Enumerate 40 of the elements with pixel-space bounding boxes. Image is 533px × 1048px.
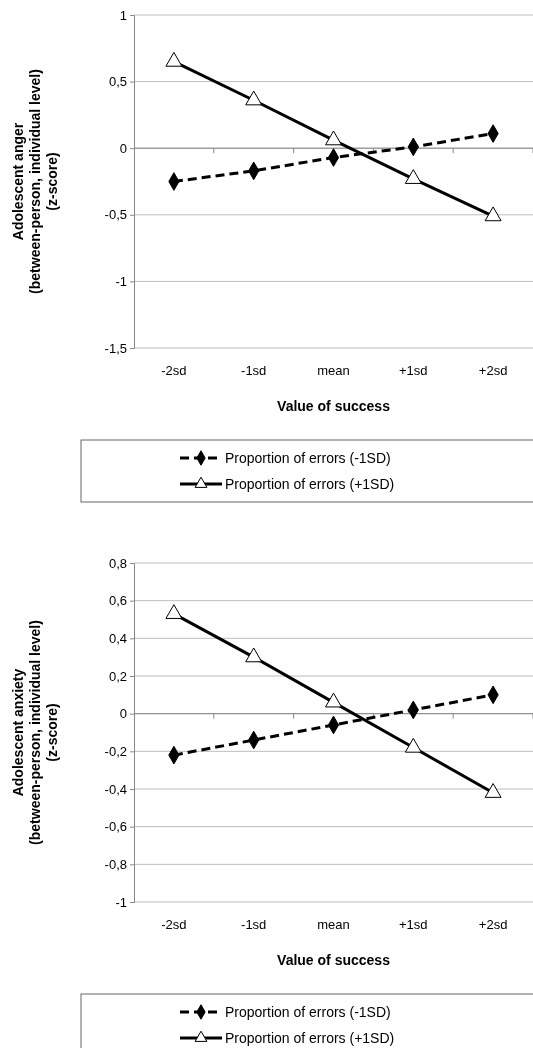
y-tick-label: -0,6 — [104, 819, 127, 835]
x-tick-label: -1sd — [241, 363, 267, 378]
y-tick-label: -0,8 — [104, 856, 127, 872]
y-tick-label: 0,5 — [108, 74, 127, 90]
point — [245, 90, 263, 106]
point — [245, 647, 263, 663]
legend-label: Proportion of errors (-1SD) — [225, 450, 391, 466]
legend-label: Proportion of errors (+1SD) — [225, 1030, 395, 1046]
y-tick-label: 0,8 — [108, 555, 127, 571]
legend-label: Proportion of errors (+1SD) — [225, 476, 395, 492]
x-tick-label: +2sd — [478, 363, 508, 378]
x-axis-title: Value of success — [277, 398, 391, 414]
point — [165, 604, 183, 619]
y-tick-label: -0,5 — [104, 207, 127, 223]
y-tick-label: -1 — [115, 274, 127, 290]
x-tick-label: -1sd — [241, 917, 267, 932]
x-tick-label: +1sd — [399, 363, 428, 378]
x-tick-label: mean — [317, 917, 350, 932]
y-tick-label: -0,4 — [104, 781, 127, 797]
point — [325, 692, 342, 708]
y-tick-label: 0 — [119, 140, 127, 156]
x-tick-label: -2sd — [161, 363, 187, 378]
y-tick-label: 0,4 — [108, 630, 127, 646]
x-tick-label: -2sd — [161, 917, 187, 932]
y-axis-title: Adolescent anger (between-person, individual level) (z-score) — [10, 69, 60, 294]
point — [325, 130, 342, 146]
y-tick-label: 0 — [119, 706, 127, 722]
y-tick-label: -1,5 — [104, 340, 127, 356]
legend-label: Proportion of errors (-1SD) — [225, 1004, 391, 1020]
x-tick-label: mean — [317, 363, 350, 378]
y-axis-title: Adolescent anxiety (between-person, individual level) (z-score) — [10, 620, 60, 845]
x-tick-label: +1sd — [399, 917, 428, 932]
y-tick-label: -1 — [115, 894, 127, 910]
point — [165, 51, 183, 67]
x-axis-title: Value of success — [277, 952, 391, 968]
y-tick-label: 1 — [119, 7, 127, 23]
y-tick-label: 0,6 — [108, 593, 127, 609]
y-tick-label: 0,2 — [108, 668, 127, 684]
x-tick-label: +2sd — [478, 917, 508, 932]
y-tick-label: -0,2 — [104, 743, 127, 759]
